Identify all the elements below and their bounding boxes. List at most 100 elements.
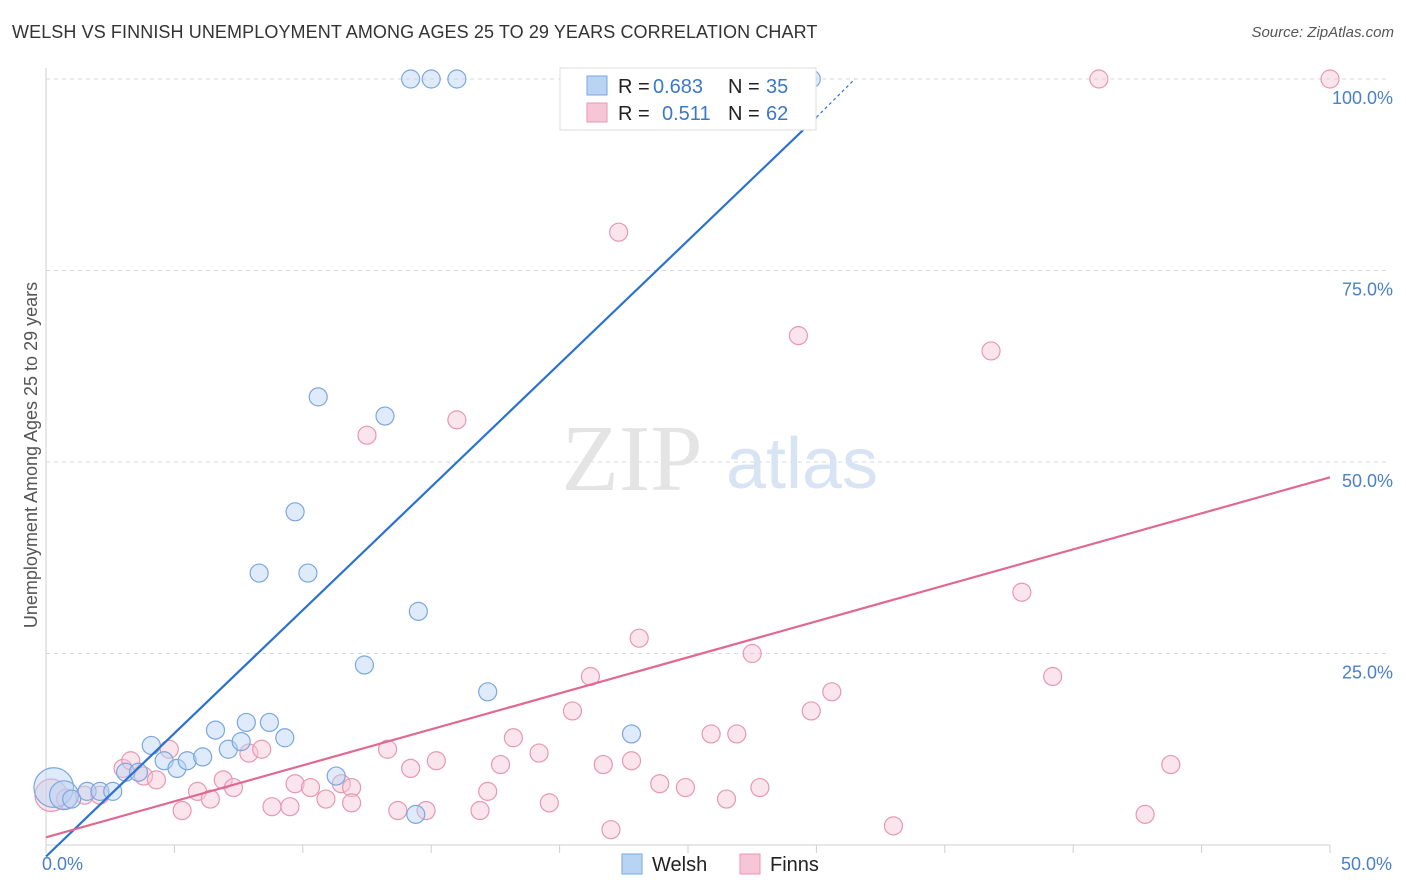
welsh-point bbox=[259, 712, 280, 733]
welsh-point bbox=[62, 789, 82, 809]
watermark-zip: ZIP bbox=[562, 407, 703, 511]
finns-point bbox=[213, 770, 233, 790]
finns-point bbox=[1043, 666, 1063, 687]
finns-point bbox=[675, 777, 696, 798]
finns-point bbox=[200, 789, 220, 809]
welsh-point bbox=[193, 747, 213, 767]
finns-point bbox=[447, 410, 467, 430]
finns-points bbox=[34, 69, 1340, 840]
finns-point bbox=[146, 770, 167, 790]
y-tick-label: 50.0% bbox=[1342, 471, 1393, 491]
finns-point bbox=[377, 739, 398, 759]
finns-point bbox=[822, 682, 842, 702]
finns-trend-line bbox=[45, 476, 1331, 839]
finns-legend-swatch bbox=[586, 102, 608, 123]
y-tick-label: 25.0% bbox=[1342, 663, 1393, 683]
welsh-point bbox=[33, 767, 75, 808]
finns-point bbox=[172, 800, 192, 821]
finns-point bbox=[716, 789, 737, 809]
watermark-atlas: atlas bbox=[726, 424, 878, 504]
finns-point bbox=[239, 743, 259, 763]
welsh-point bbox=[275, 728, 295, 748]
welsh-point bbox=[177, 751, 197, 771]
chart-title: WELSH VS FINNISH UNEMPLOYMENT AMONG AGES… bbox=[12, 22, 818, 42]
finns-point bbox=[252, 739, 272, 759]
finns-point bbox=[341, 777, 362, 798]
finns-point bbox=[883, 816, 904, 836]
finns-n-value: 62 bbox=[766, 103, 788, 125]
finns-point bbox=[742, 643, 762, 664]
welsh-series-label: Welsh bbox=[652, 854, 707, 876]
finns-point bbox=[529, 743, 549, 763]
series-legend: Welsh Finns bbox=[621, 853, 819, 876]
welsh-legend-swatch bbox=[586, 75, 608, 96]
finns-point bbox=[133, 766, 154, 786]
welsh-point bbox=[249, 563, 269, 583]
finns-point bbox=[159, 739, 179, 759]
welsh-point bbox=[421, 69, 441, 89]
welsh-n-label: N = bbox=[728, 76, 760, 98]
finns-point bbox=[388, 800, 408, 821]
finns-point bbox=[401, 758, 421, 779]
finns-point bbox=[1012, 582, 1032, 602]
watermark: ZIP atlas bbox=[562, 407, 879, 511]
welsh-point bbox=[478, 682, 498, 702]
finns-point bbox=[1135, 804, 1155, 824]
finns-point bbox=[316, 789, 336, 809]
finns-point bbox=[357, 425, 377, 445]
welsh-n-value: 35 bbox=[766, 76, 788, 98]
finns-point bbox=[788, 326, 809, 346]
finns-point bbox=[121, 751, 141, 771]
welsh-series-swatch bbox=[621, 853, 643, 875]
finns-point bbox=[539, 793, 559, 813]
trend-lines bbox=[45, 78, 1331, 858]
welsh-point bbox=[167, 758, 187, 779]
stats-legend: R = 0.683 N = 35 R = 0.511 N = 62 bbox=[559, 67, 817, 131]
y-axis-ticks: 25.0% 50.0% 75.0% 100.0% bbox=[1332, 88, 1393, 683]
finns-point bbox=[285, 774, 305, 794]
finns-point bbox=[478, 781, 498, 801]
welsh-point bbox=[128, 762, 149, 782]
finns-point bbox=[1161, 754, 1181, 775]
welsh-trend-line bbox=[45, 116, 818, 858]
finns-point bbox=[490, 754, 511, 775]
finns-point bbox=[629, 628, 649, 648]
finns-point bbox=[426, 751, 446, 771]
welsh-point bbox=[141, 735, 161, 756]
finns-point bbox=[562, 701, 583, 721]
welsh-point bbox=[326, 766, 346, 786]
welsh-point bbox=[401, 69, 421, 89]
finns-point bbox=[503, 728, 523, 748]
finns-point bbox=[1089, 69, 1109, 89]
welsh-point bbox=[406, 804, 426, 824]
welsh-point bbox=[621, 724, 642, 744]
welsh-point bbox=[308, 387, 328, 407]
welsh-r-value: 0.683 bbox=[653, 76, 703, 98]
finns-point bbox=[300, 777, 321, 798]
finns-point bbox=[280, 797, 300, 817]
x-tick-label: 50.0% bbox=[1341, 854, 1392, 874]
y-tick-label: 75.0% bbox=[1342, 280, 1393, 300]
gridlines bbox=[46, 78, 1390, 654]
finns-point bbox=[727, 724, 747, 744]
finns-point bbox=[593, 754, 613, 775]
finns-n-label: N = bbox=[728, 103, 760, 125]
finns-point bbox=[1320, 69, 1340, 89]
x-axis: 0.0% 50.0% bbox=[42, 68, 1392, 874]
welsh-point bbox=[285, 502, 305, 522]
welsh-point bbox=[236, 712, 256, 733]
finns-series-swatch bbox=[739, 853, 761, 875]
welsh-point bbox=[231, 731, 251, 752]
finns-series-label: Finns bbox=[770, 854, 819, 876]
finns-point bbox=[470, 800, 490, 821]
finns-point bbox=[981, 341, 1001, 361]
welsh-point bbox=[298, 563, 318, 583]
finns-point bbox=[416, 800, 436, 821]
welsh-trend-extension bbox=[815, 78, 856, 118]
welsh-point bbox=[375, 406, 395, 426]
welsh-point bbox=[354, 655, 375, 675]
welsh-r-label: R = bbox=[618, 76, 650, 98]
finns-point bbox=[609, 222, 629, 242]
finns-point bbox=[801, 701, 821, 721]
finns-point bbox=[650, 774, 670, 794]
